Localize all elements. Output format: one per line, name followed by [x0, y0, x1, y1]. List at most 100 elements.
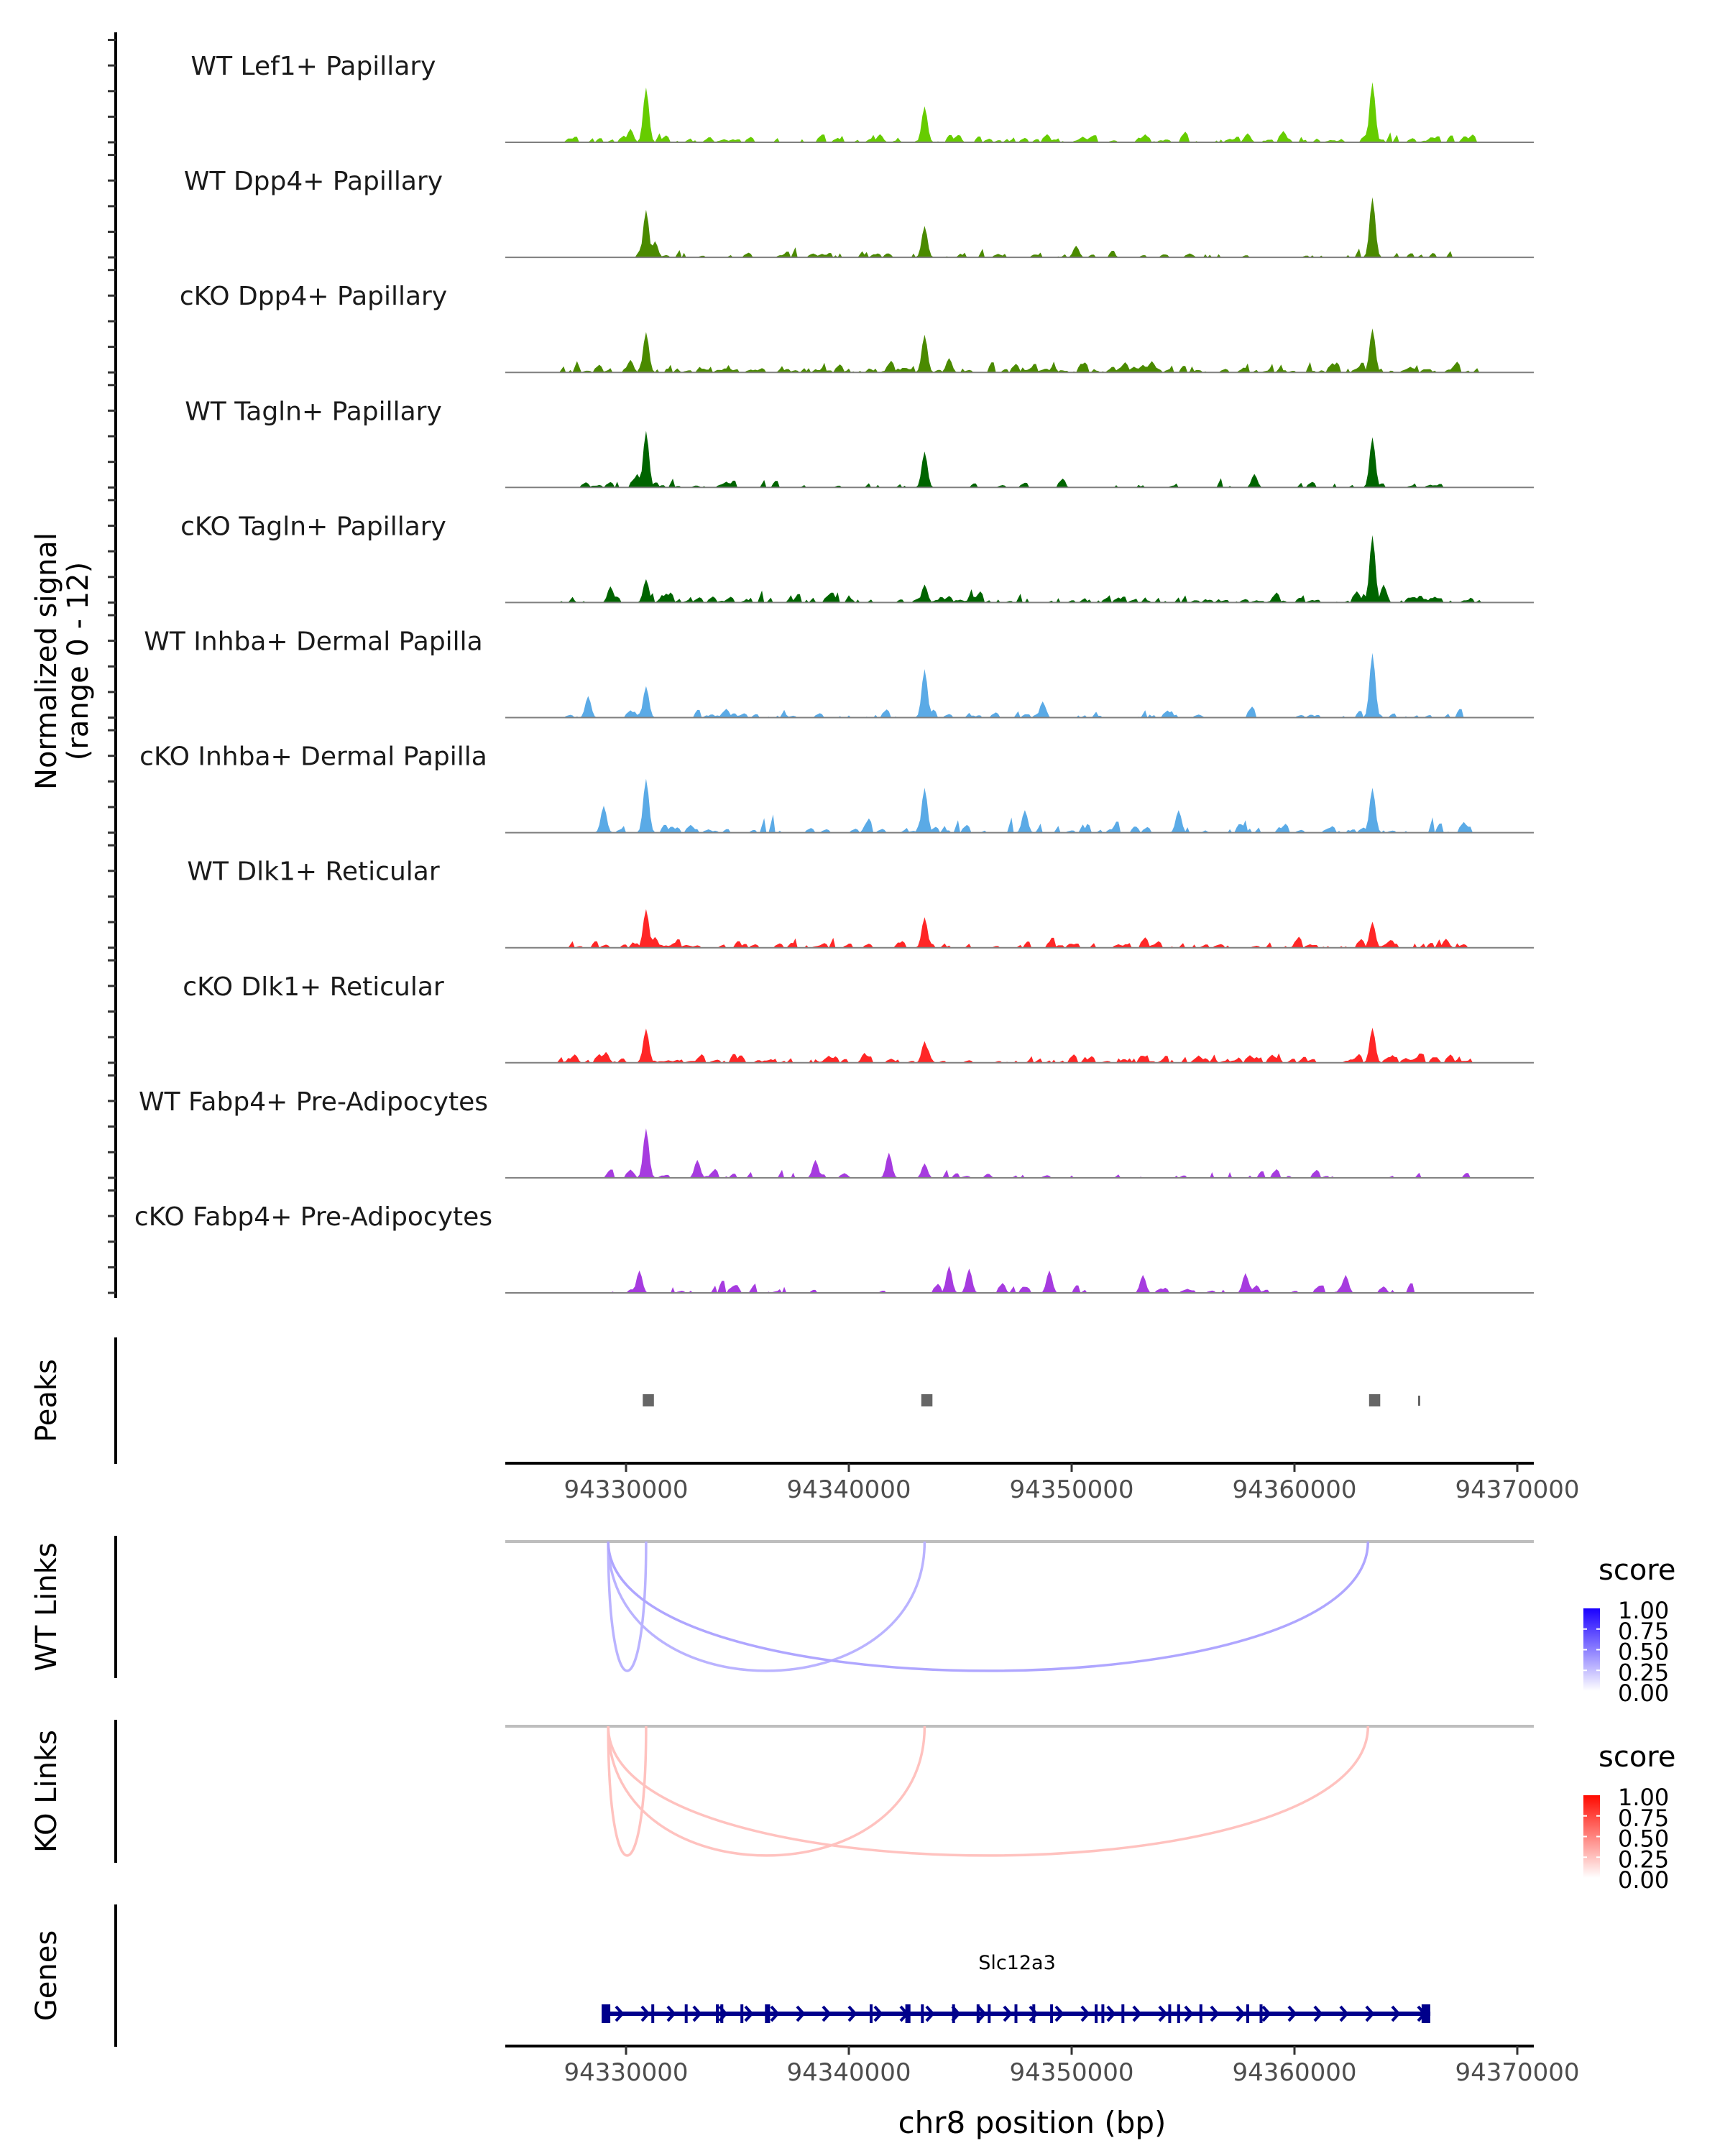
strand-arrow [925, 2005, 935, 2022]
x-axis-bottom: 94330000 94340000 94350000 94360000 94370000 [505, 2045, 1580, 2087]
gene-exon [1014, 2004, 1018, 2023]
coverage-track: WT Tagln+ Papillary [108, 384, 1534, 489]
strand-arrow [873, 2005, 883, 2022]
legend-tick-label: 0.75 [1618, 1618, 1669, 1645]
coverage-track: cKO Fabp4+ Pre-Adipocytes [108, 1189, 1534, 1294]
links-panel-label: WT Links [30, 1542, 63, 1671]
strand-arrow [1158, 2005, 1168, 2022]
gene-exon [905, 2004, 908, 2023]
track-label: WT Dpp4+ Papillary [184, 167, 443, 196]
strand-arrow [1106, 2005, 1116, 2022]
gene-models: Slc12a3 [602, 1952, 1431, 2023]
genes-panel: Genes Slc12a3 [30, 1904, 1431, 2047]
coverage-track: cKO Dlk1+ Reticular [108, 959, 1534, 1064]
coverage-area [581, 197, 1462, 258]
x-axis-tick-label: 94360000 [1232, 1475, 1356, 1504]
strand-arrow [1391, 2005, 1401, 2022]
coverage-tracks: WT Lef1+ Papillary WT Dpp4+ Papillary cKO … [108, 39, 1534, 1294]
ko-links-panel: KO Links score 1.000.750.500.250.00 [30, 1720, 1675, 1894]
link-arc [607, 1726, 926, 1857]
gene-model: Slc12a3 [602, 1952, 1431, 2023]
track-label: WT Fabp4+ Pre-Adipocytes [139, 1087, 488, 1117]
track-label: WT Tagln+ Papillary [185, 397, 442, 426]
gene-exon [1168, 2004, 1172, 2023]
gene-exon [767, 2004, 770, 2023]
x-axis-tick-label: 94350000 [1009, 2058, 1133, 2087]
x-axis-tick-label: 94330000 [564, 1475, 688, 1504]
peak-region [1418, 1396, 1420, 1406]
coverage-area [554, 328, 1480, 373]
peaks-panel-label: Peaks [30, 1359, 63, 1442]
link-arc [607, 1541, 926, 1672]
strand-arrow [1003, 2005, 1013, 2022]
strand-arrow [1184, 2005, 1194, 2022]
track-label: cKO Fabp4+ Pre-Adipocytes [134, 1202, 492, 1232]
gene-exon [1177, 2004, 1180, 2023]
peak-region [1368, 1394, 1381, 1406]
gene-exon [1032, 2004, 1036, 2023]
legend-colorbar [1583, 1608, 1600, 1691]
coverage-track: WT Inhba+ Dermal Papilla [108, 614, 1534, 719]
strand-arrow [1287, 2005, 1297, 2022]
x-axis-tick-label: 94340000 [786, 2058, 911, 2087]
gene-exon [1095, 2004, 1098, 2023]
gene-exon [988, 2004, 991, 2023]
strand-arrow [796, 2005, 806, 2022]
gene-exon [716, 2004, 719, 2023]
gene-exon [1259, 2004, 1263, 2023]
gene-exon [921, 2004, 924, 2023]
coverage-area [554, 1028, 1480, 1063]
gene-exon [1246, 2004, 1249, 2023]
link-arc [607, 1726, 1370, 1857]
gene-exon [720, 2004, 724, 2023]
strand-arrow [770, 2005, 780, 2022]
track-label: WT Dlk1+ Reticular [187, 857, 439, 887]
strand-arrow [1365, 2005, 1375, 2022]
score-legend: score 1.000.750.500.250.00 [1583, 1554, 1675, 1707]
track-label: cKO Inhba+ Dermal Papilla [139, 742, 487, 772]
strand-arrow [1080, 2005, 1090, 2022]
gene-exon [740, 2004, 744, 2023]
link-arc [607, 1726, 648, 1857]
strand-arrow [640, 2005, 650, 2022]
coverage-ylabel-line2: (range 0 - 12) [62, 562, 95, 760]
coverage-ylabel-line1: Normalized signal [30, 533, 63, 790]
coverage-track: cKO Dpp4+ Papillary [108, 269, 1534, 374]
gene-exon [907, 2004, 911, 2023]
coverage-area [561, 909, 1473, 948]
x-axis-tick-label: 94340000 [786, 1475, 911, 1504]
gene-exon [651, 2004, 655, 2023]
peak-region [921, 1394, 933, 1406]
gene-exon [976, 2004, 980, 2023]
track-label: WT Inhba+ Dermal Papilla [144, 627, 482, 657]
strand-arrow [822, 2005, 832, 2022]
gene-exon [1199, 2004, 1202, 2023]
strand-arrow [615, 2005, 625, 2022]
track-label: cKO Tagln+ Papillary [180, 512, 446, 541]
x-axis-tick-label: 94360000 [1232, 2058, 1356, 2087]
wt-links-panel: WT Links score 1.000.750.500.250.00 [30, 1536, 1675, 1707]
peak-regions [643, 1394, 1420, 1406]
strand-arrow [1029, 2005, 1039, 2022]
genes-panel-label: Genes [30, 1930, 63, 2021]
legend-tick-label: 0.50 [1618, 1639, 1669, 1666]
coverage-track: WT Lef1+ Papillary [108, 39, 1534, 144]
x-axis-tick-label: 94330000 [564, 2058, 688, 2087]
coverage-area [561, 653, 1478, 718]
x-axis-top: 94330000 94340000 94350000 94360000 94370000 [505, 1462, 1580, 1504]
link-arc [607, 1541, 1370, 1672]
track-label: cKO Dlk1+ Reticular [183, 972, 444, 1002]
legend-tick-label: 0.25 [1618, 1846, 1669, 1873]
strand-arrow [692, 2005, 702, 2022]
strand-arrow [977, 2005, 987, 2022]
peaks-panel: Peaks [30, 1337, 1420, 1464]
strand-arrow [1210, 2005, 1220, 2022]
score-legend: score 1.000.750.500.250.00 [1583, 1741, 1675, 1894]
peak-region [643, 1394, 654, 1406]
gene-exon [870, 2004, 873, 2023]
strand-arrow [847, 2005, 857, 2022]
link-arc [607, 1541, 648, 1672]
x-axis-title: chr8 position (bp) [898, 2105, 1167, 2140]
coverage-area [554, 535, 1484, 603]
